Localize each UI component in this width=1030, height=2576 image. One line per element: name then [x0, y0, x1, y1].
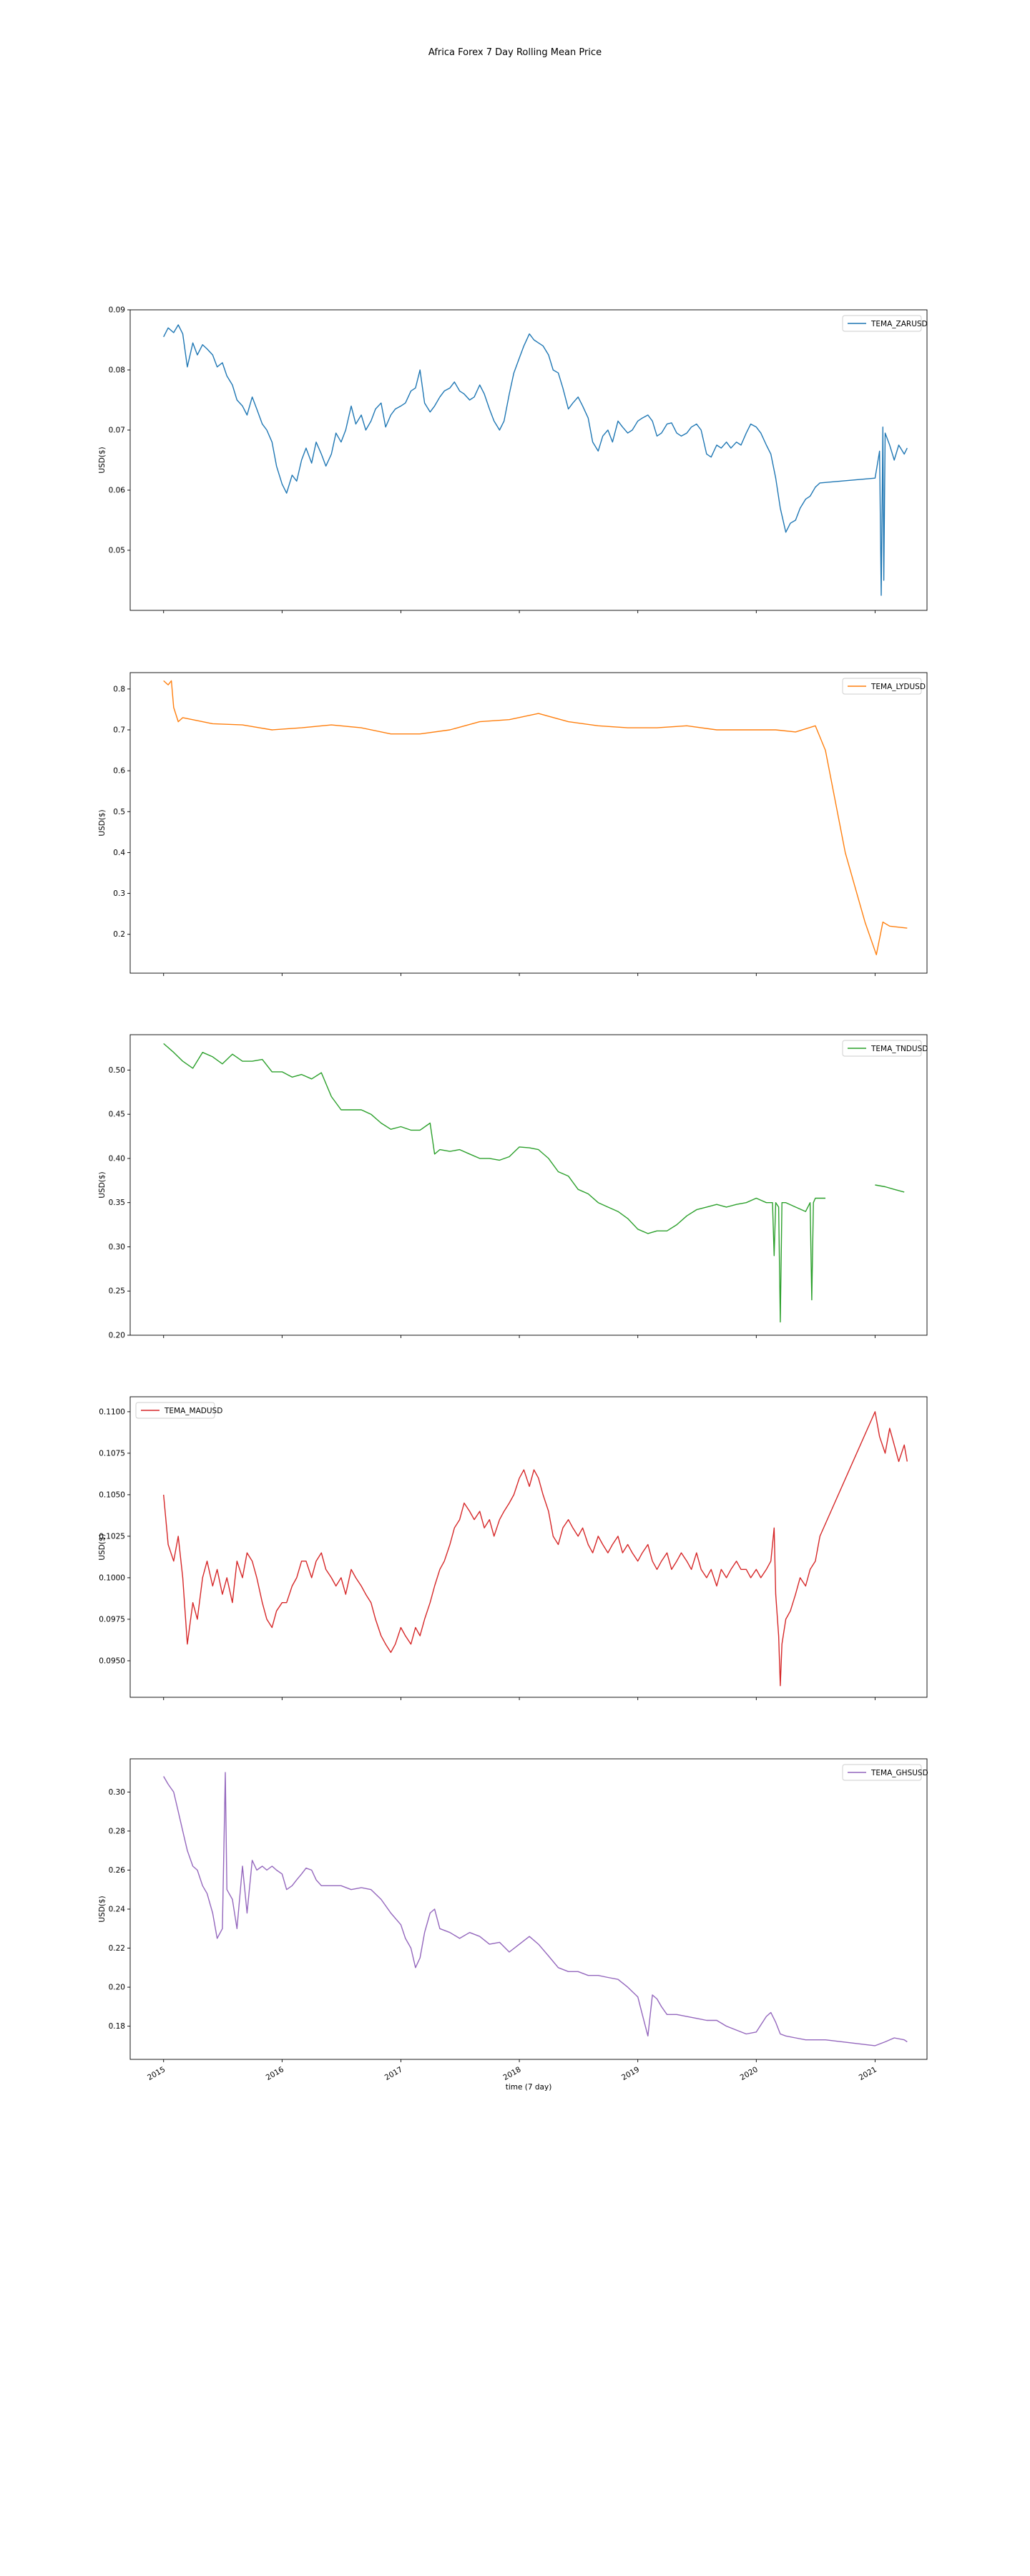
legend-label: TEMA_TNDUSD: [870, 1045, 928, 1053]
legend-box: [842, 315, 922, 332]
legend: TEMA_ZARUSD: [842, 315, 928, 332]
y-tick-label: 0.18: [109, 2022, 125, 2031]
legend: TEMA_GHSUSD: [842, 1764, 928, 1781]
axes-frame: [129, 309, 928, 611]
y-tick-label: 0.0975: [99, 1615, 125, 1624]
y-axis-label: USD($): [98, 1533, 107, 1560]
x-tick-label: 2016: [265, 2065, 285, 2082]
y-tick-label: 0.07: [109, 426, 125, 435]
y-tick-label: 0.2: [113, 930, 125, 939]
y-tick-label: 0.24: [109, 1906, 126, 1914]
legend-label: TEMA_GHSUSD: [870, 1769, 928, 1777]
x-axis-label: time (7 day): [506, 2083, 552, 2092]
x-tick-label: 2020: [739, 2065, 760, 2082]
legend-box: [842, 678, 922, 695]
y-tick-label: 0.0950: [99, 1657, 125, 1665]
y-axis-label: USD($): [98, 447, 107, 473]
subplot-0: 0.05 0.06 0.07 0.08 0.09 USD($) TEMA_ZARUSD: [98, 306, 928, 613]
legend: TEMA_LYDUSD: [842, 678, 926, 695]
y-tick-label: 0.08: [109, 366, 125, 375]
y-tick-label: 0.3: [113, 889, 125, 898]
y-tick-label: 0.1100: [99, 1407, 125, 1416]
y-tick-label: 0.45: [109, 1111, 125, 1119]
y-axis-label: USD($): [98, 1171, 107, 1198]
y-tick-label: 0.1050: [99, 1491, 125, 1499]
y-tick-label: 0.4: [113, 849, 125, 857]
figure-title: Africa Forex 7 Day Rolling Mean Price: [428, 47, 602, 58]
series-line-tema-tndusd: [163, 1043, 825, 1323]
subplot-1: 0.2 0.3 0.4 0.5 0.6 0.7 0.8 USD($) TEMA_LYDUSD: [98, 672, 928, 976]
y-tick-label: 0.1000: [99, 1574, 125, 1582]
axes-frame: [129, 1034, 928, 1336]
y-tick-label: 0.05: [109, 547, 125, 555]
axes-frame: [129, 1758, 928, 2060]
y-tick-label: 0.30: [109, 1243, 125, 1252]
axes-frame: [129, 1396, 928, 1698]
legend-label: TEMA_ZARUSD: [870, 320, 928, 328]
x-tick-label: 2018: [501, 2065, 522, 2082]
y-tick-label: 0.8: [113, 685, 125, 693]
legend-label: TEMA_MADUSD: [164, 1407, 222, 1415]
y-tick-label: 0.35: [109, 1199, 125, 1207]
x-tick-label: 2021: [858, 2065, 878, 2082]
x-tick-label: 2017: [383, 2065, 404, 2082]
subplot-4: 0.18 0.20 0.22 0.24 0.26 0.28 0.30 USD($) 2015 20…: [98, 1758, 928, 2092]
series-line-tema-zarusd: [163, 324, 908, 596]
legend-label: TEMA_LYDUSD: [870, 683, 926, 691]
y-tick-label: 0.5: [113, 808, 125, 816]
y-tick-label: 0.40: [109, 1154, 125, 1163]
y-tick-label: 0.20: [109, 1332, 125, 1340]
series-line-tema-lydusd: [163, 680, 908, 955]
y-axis-label: USD($): [98, 809, 107, 836]
y-tick-label: 0.09: [109, 306, 125, 315]
series-line-tema-ghsusd: [163, 1772, 908, 2046]
legend: TEMA_TNDUSD: [842, 1040, 928, 1057]
legend-box: [135, 1402, 215, 1419]
y-tick-label: 0.26: [109, 1866, 126, 1875]
y-tick-label: 0.1075: [99, 1449, 125, 1458]
y-tick-label: 0.06: [109, 487, 126, 495]
y-tick-label: 0.30: [109, 1788, 125, 1797]
y-tick-label: 0.25: [109, 1287, 125, 1296]
subplot-3: 0.0950 0.0975 0.1000 0.1025 0.1050 0.1075 0.11…: [98, 1396, 928, 1700]
legend: TEMA_MADUSD: [135, 1402, 222, 1419]
series-line-segment-1: [875, 1184, 905, 1193]
subplot-2: 0.20 0.25 0.30 0.35 0.40 0.45 0.50 USD($) TEMA_T…: [98, 1034, 928, 1340]
y-tick-label: 0.22: [109, 1944, 125, 1953]
y-tick-label: 0.50: [109, 1066, 125, 1075]
y-tick-label: 0.6: [113, 767, 125, 776]
x-tick-label: 2015: [146, 2065, 167, 2082]
y-tick-label: 0.1025: [99, 1532, 125, 1541]
legend-box: [842, 1040, 922, 1057]
axes-frame: [129, 672, 928, 974]
x-tick-label: 2019: [620, 2065, 641, 2082]
y-axis-label: USD($): [98, 1896, 107, 1922]
y-tick-label: 0.28: [109, 1827, 125, 1835]
series-line-tema-madusd: [163, 1411, 908, 1687]
y-tick-label: 0.7: [113, 726, 125, 735]
y-tick-label: 0.20: [109, 1984, 125, 1992]
legend-box: [842, 1764, 922, 1781]
